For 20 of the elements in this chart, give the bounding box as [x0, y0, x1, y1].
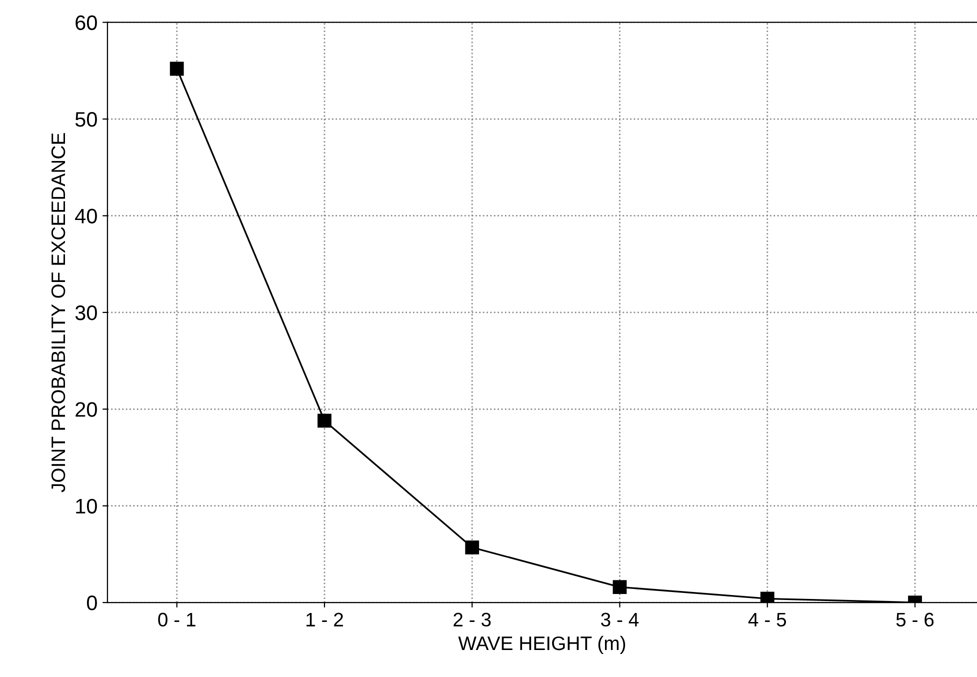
y-tick-label: 60	[76, 15, 97, 30]
x-tick-label: 4 - 5	[748, 612, 786, 627]
x-tick-label: 3 - 4	[601, 612, 639, 627]
y-tick-label: 0	[86, 596, 97, 610]
x-tick-label: 1 - 2	[306, 612, 343, 626]
x-tick-label: 2 - 3	[454, 612, 491, 627]
y-axis-title: JOINT PROBABILITY OF EXCEEDANCE	[51, 133, 66, 492]
point	[612, 580, 627, 594]
point	[465, 540, 480, 554]
x-axis-title: WAVE HEIGHT (m)	[458, 636, 626, 654]
y-tick-label: 50	[75, 112, 97, 127]
x-tick-label: 5 - 6	[896, 612, 934, 627]
y-tick-label: 30	[75, 305, 97, 320]
point	[318, 414, 332, 428]
y-tick-label: 40	[75, 208, 97, 224]
point	[170, 62, 184, 76]
x-tick-label: 0 - 1	[158, 612, 196, 627]
y-tick-label: 20	[76, 402, 97, 417]
y-tick-label: 10	[76, 498, 97, 514]
point	[760, 592, 774, 603]
